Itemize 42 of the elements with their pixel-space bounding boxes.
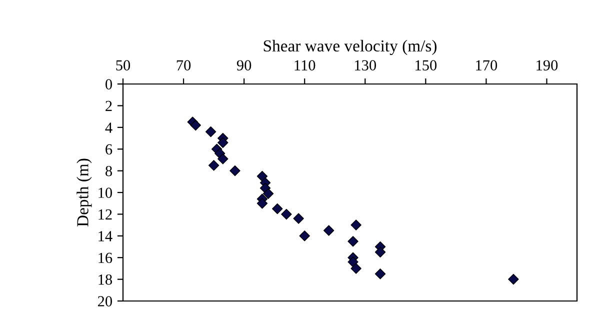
point: [323, 225, 334, 236]
y-tick-label: 18: [98, 274, 112, 285]
point: [218, 137, 228, 148]
y-tick-label: 12: [98, 209, 112, 220]
x-axis-title: Shear wave velocity (m/s): [264, 40, 437, 55]
point: [281, 208, 292, 220]
point: [348, 236, 358, 247]
x-tick-label: 70: [176, 60, 191, 70]
y-tick-label: 16: [98, 252, 112, 264]
x-tick-label: 50: [116, 60, 130, 70]
y-tick-label: 20: [98, 296, 112, 306]
x-tick-label: 130: [355, 60, 376, 70]
x-tick-label: 150: [416, 60, 437, 70]
y-tick-label: 14: [98, 231, 112, 242]
x-tick-label: 190: [536, 60, 558, 70]
y-tick-label: 6: [106, 144, 112, 155]
y-axis-title: Depth (m): [76, 158, 92, 226]
point: [299, 230, 310, 242]
y-tick-label: 0: [106, 79, 112, 90]
point: [350, 263, 362, 274]
point: [218, 154, 228, 164]
y-tick-label: 4: [105, 122, 112, 133]
point: [190, 120, 201, 131]
point: [348, 256, 358, 268]
y-tick-label: 10: [98, 188, 112, 198]
x-tick-label: 110: [294, 60, 316, 70]
point: [508, 274, 519, 285]
point: [256, 170, 268, 182]
point: [374, 246, 386, 258]
y-tick-label: 8: [106, 166, 112, 176]
point: [272, 203, 283, 214]
point: [262, 188, 274, 199]
point: [208, 160, 220, 171]
point: [374, 268, 386, 280]
point: [256, 198, 268, 209]
y-tick-label: 2: [106, 100, 112, 111]
point: [230, 165, 240, 176]
point: [205, 126, 216, 138]
point: [350, 220, 362, 230]
x-tick-label: 90: [236, 60, 252, 70]
point: [293, 213, 304, 224]
x-tick-label: 170: [476, 60, 498, 70]
